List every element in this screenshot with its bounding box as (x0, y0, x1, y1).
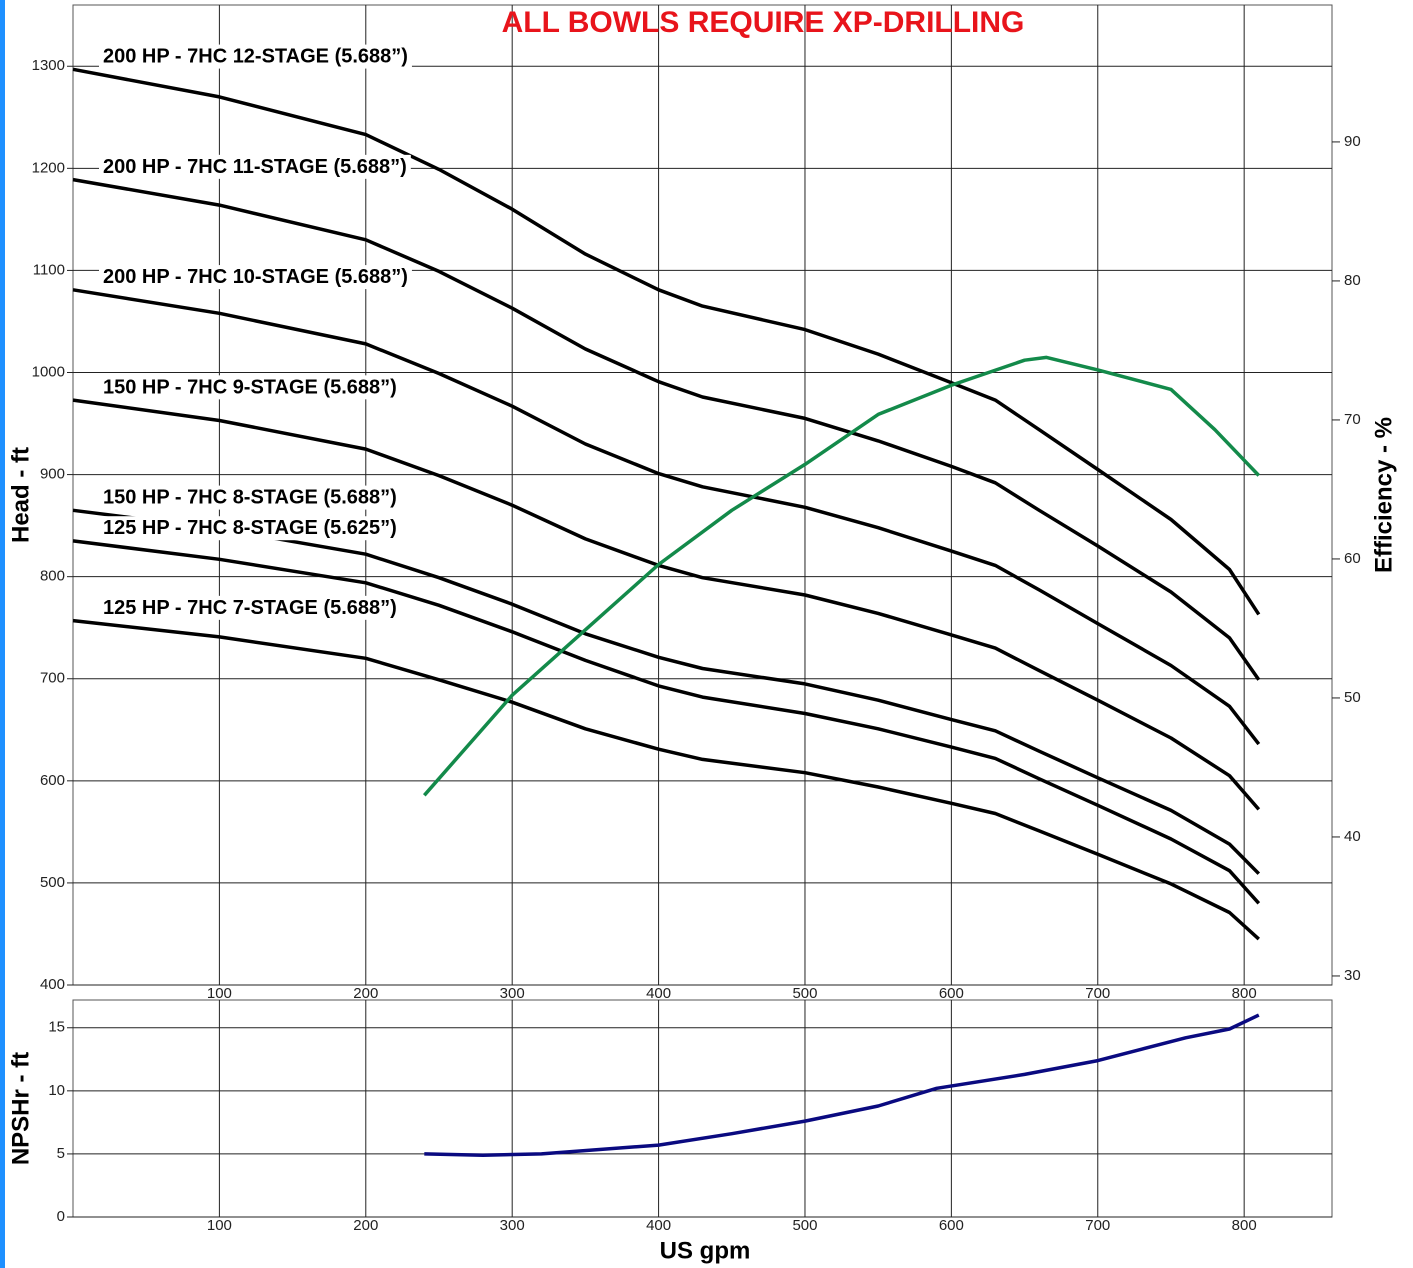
x-axis-title: US gpm (660, 1237, 751, 1264)
y-tick-label: 0 (57, 1208, 65, 1225)
y-axis-title: NPSHr - ft (7, 1052, 34, 1165)
y-tick-label: 1000 (32, 363, 65, 380)
series-line (72, 177, 1261, 681)
y-tick-label: 600 (40, 772, 65, 789)
x-tick-label: 300 (500, 985, 525, 1002)
series-line (424, 1013, 1260, 1157)
curve-label-bg (99, 485, 401, 510)
y-tick-label: 1300 (32, 57, 65, 74)
curve-label-group: 200 HP - 7HC 11-STAGE (5.688”) (99, 154, 411, 179)
page-border (0, 0, 5, 1268)
x-tick-label: 500 (792, 1217, 817, 1234)
curve-label-bg (99, 516, 401, 541)
y-tick-label: 900 (40, 466, 65, 483)
series-line (72, 539, 1261, 905)
y2-tick-label: 60 (1344, 550, 1361, 567)
series-line (72, 288, 1261, 746)
y-axis-title: Head - ft (7, 447, 34, 543)
y-tick-label: 400 (40, 976, 65, 993)
x-tick-label: 200 (353, 985, 378, 1002)
curve-label-bg (99, 44, 412, 69)
x-tick-label: 400 (646, 985, 671, 1002)
series-line (72, 508, 1261, 875)
curve-label: 200 HP - 7HC 11-STAGE (5.688”) (103, 156, 407, 178)
x-tick-label: 800 (1232, 985, 1257, 1002)
series-line (422, 355, 1261, 797)
y-tick-label: 800 (40, 568, 65, 585)
y2-axis-title: Efficiency - % (1370, 417, 1397, 573)
y-tick-label: 1100 (33, 261, 65, 278)
x-tick-label: 600 (939, 1217, 964, 1234)
y-tick-label: 15 (48, 1019, 65, 1036)
y-tick-label: 500 (40, 874, 65, 891)
y2-tick-label: 80 (1344, 272, 1361, 289)
y2-tick-label: 30 (1344, 967, 1361, 984)
chart-title: ALL BOWLS REQUIRE XP-DRILLING (502, 6, 1025, 39)
x-tick-label: 700 (1085, 1217, 1110, 1234)
curve-label-group: 125 HP - 7HC 7-STAGE (5.688”) (99, 595, 401, 620)
curve-label: 150 HP - 7HC 8-STAGE (5.688”) (103, 487, 397, 509)
x-tick-label: 800 (1232, 1217, 1257, 1234)
plot-area (72, 999, 1333, 1218)
curve-label-group: 200 HP - 7HC 12-STAGE (5.688”) (99, 44, 412, 69)
curve-label-group: 125 HP - 7HC 8-STAGE (5.625”) (99, 516, 401, 541)
curve-label-group: 150 HP - 7HC 8-STAGE (5.688”) (99, 485, 401, 510)
y2-tick-label: 50 (1344, 689, 1361, 706)
x-tick-label: 100 (207, 1217, 232, 1234)
curve-label-group: 150 HP - 7HC 9-STAGE (5.688”) (99, 375, 401, 400)
x-tick-label: 300 (500, 1217, 525, 1234)
curve-label: 150 HP - 7HC 9-STAGE (5.688”) (103, 376, 397, 398)
x-tick-label: 100 (207, 985, 232, 1002)
y-tick-label: 10 (48, 1082, 65, 1099)
curve-label-bg (99, 154, 411, 179)
x-tick-label: 500 (792, 985, 817, 1002)
curve-label-bg (99, 265, 412, 290)
y-tick-label: 700 (40, 670, 65, 687)
curve-label: 125 HP - 7HC 7-STAGE (5.688”) (103, 597, 397, 619)
y2-tick-label: 70 (1344, 411, 1361, 428)
curve-label: 125 HP - 7HC 8-STAGE (5.625”) (103, 517, 397, 539)
curve-label-bg (99, 375, 401, 400)
y-tick-label: 5 (57, 1145, 65, 1162)
series-line (72, 67, 1261, 616)
series-line (72, 618, 1260, 941)
curve-label-bg (99, 595, 401, 620)
y-tick-label: 1200 (32, 159, 65, 176)
x-tick-label: 400 (646, 1217, 671, 1234)
y2-tick-label: 40 (1344, 828, 1361, 845)
x-tick-label: 200 (353, 1217, 378, 1234)
x-tick-label: 700 (1085, 985, 1110, 1002)
curve-label-group: 200 HP - 7HC 10-STAGE (5.688”) (99, 265, 412, 290)
curve-label: 200 HP - 7HC 10-STAGE (5.688”) (103, 266, 408, 288)
series-line (72, 398, 1261, 811)
curve-label: 200 HP - 7HC 12-STAGE (5.688”) (103, 46, 408, 68)
y2-tick-label: 90 (1344, 133, 1361, 150)
x-tick-label: 600 (939, 985, 964, 1002)
